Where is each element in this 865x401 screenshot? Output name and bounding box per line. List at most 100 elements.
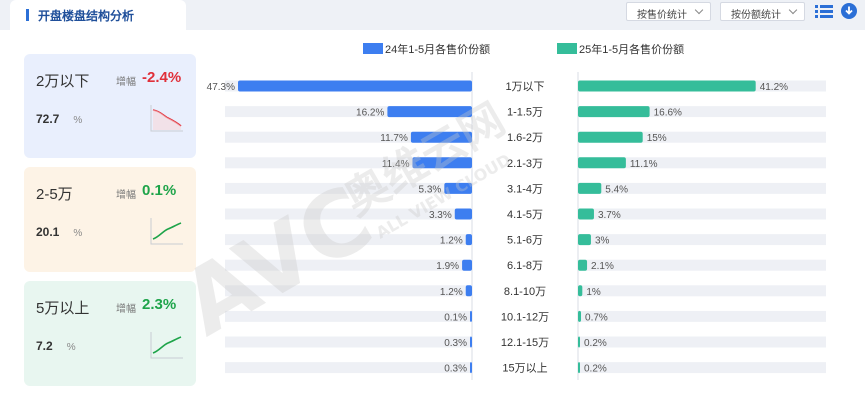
data-label-series1: 11.4% [382,159,410,170]
bar-track [578,106,826,118]
bar-series2 [578,106,650,118]
bar-track [578,182,826,194]
bar-track [578,131,826,143]
bar-series2 [578,131,643,143]
share-stat-select-value: 按份额统计 [731,10,781,21]
bar-track [578,208,826,220]
bar-track [578,310,826,322]
bar-series2 [578,285,583,297]
bar-series1 [465,285,472,297]
data-label-series2: 0.7% [585,312,608,323]
card-share: 72.7% [36,112,82,126]
data-label-series1: 1.9% [436,261,459,272]
data-label-series1: 1.2% [440,236,463,247]
bar-track [225,208,472,220]
bar-series2 [578,310,582,322]
bar-series2 [578,362,580,374]
data-label-series1: 1.2% [440,287,463,298]
category-label: 5.1-6万 [507,235,543,247]
bar-track [578,234,826,246]
bar-track [225,310,472,322]
bar-series1 [465,234,472,246]
trend-up-icon [150,218,183,245]
category-label: 15万以上 [502,362,547,375]
data-label-series2: 16.6% [654,108,682,119]
bar-track [225,336,472,348]
category-label: 1-1.5万 [507,107,543,119]
data-label-series1: 0.3% [444,364,467,375]
list-view-icon[interactable] [815,4,833,19]
card-share-value: 7.2 [36,339,53,353]
data-label-series2: 0.2% [584,364,607,375]
share-stat-select[interactable]: 按份额统计 [720,2,805,21]
data-label-series2: 3.7% [598,210,621,221]
bar-track [225,131,472,143]
bar-track [225,182,472,194]
card-inc-label: 增幅 [116,77,136,88]
data-label-series1: 0.3% [444,338,467,349]
tab-accent-mark [26,9,29,21]
data-label-series2: 11.1% [630,159,658,170]
card-2-5w: 2-5万 增幅 0.1% 20.1% [24,167,196,272]
legend-swatch [363,43,383,54]
category-label: 10.1-12万 [501,311,549,323]
legend-label: 25年1-5月各售价份额 [579,44,685,56]
data-label-series1: 5.3% [419,184,442,195]
card-unit: % [73,115,83,126]
card-inc-label: 增幅 [116,190,136,201]
card-share: 7.2% [36,339,76,353]
bar-track [225,259,472,271]
data-label-series1: 0.1% [444,312,467,323]
bar-series2 [578,80,756,92]
legend-item-series2[interactable]: 25年1-5月各售价份额 [557,41,685,56]
card-under-2w: 2万以下 增幅 -2.4% 72.7% [24,54,196,158]
category-label: 12.1-15万 [501,337,549,349]
card-inc-label: 增幅 [116,304,136,315]
bar-track [225,234,472,246]
category-label: 8.1-10万 [504,286,546,298]
legend-item-series1[interactable]: 24年1-5月各售价份额 [363,41,491,56]
legend-label: 24年1-5月各售价份额 [385,44,491,56]
price-stat-select[interactable]: 按售价统计 [626,2,711,21]
bar-series2 [578,182,602,194]
card-unit: % [66,342,76,353]
download-icon[interactable] [841,3,857,19]
data-label-series1: 11.7% [380,133,408,144]
category-label: 6.1-8万 [507,260,543,272]
data-label-series2: 41.2% [760,82,788,93]
bar-series1 [470,362,472,374]
card-label: 2-5万 [36,186,73,203]
bar-series1 [412,157,472,169]
tab-bar: 开盘楼盘结构分析 按售价统计 按份额统计 [0,0,865,30]
tab-structure-analysis[interactable]: 开盘楼盘结构分析 [10,0,186,30]
card-over-5w: 5万以上 增幅 2.3% 7.2% [24,281,196,386]
bar-track [578,157,826,169]
bar-series1 [462,259,472,271]
card-change: 2.3% [142,296,177,313]
bar-track [225,362,472,374]
data-label-series1: 47.3% [207,82,235,93]
bar-series1 [470,310,472,322]
bar-track [225,157,472,169]
category-label: 2.1-3万 [507,158,543,170]
bar-series1 [238,80,472,92]
data-label-series1: 16.2% [356,108,384,119]
price-stat-select-value: 按售价统计 [637,10,687,21]
card-change: -2.4% [142,69,182,86]
bar-track [225,106,472,118]
data-label-series2: 2.1% [591,261,614,272]
bar-series1 [387,106,472,118]
legend-swatch [557,43,577,54]
bar-series2 [578,208,594,220]
data-label-series2: 1% [586,287,601,298]
bar-series2 [578,336,580,348]
data-label-series2: 5.4% [605,184,628,195]
bar-series1 [470,336,472,348]
card-unit: % [73,228,83,239]
category-label: 3.1-4万 [507,183,543,195]
card-share-value: 20.1 [36,225,60,239]
category-label: 1.6-2万 [507,132,543,144]
card-change: 0.1% [142,182,177,199]
bar-series2 [578,234,591,246]
